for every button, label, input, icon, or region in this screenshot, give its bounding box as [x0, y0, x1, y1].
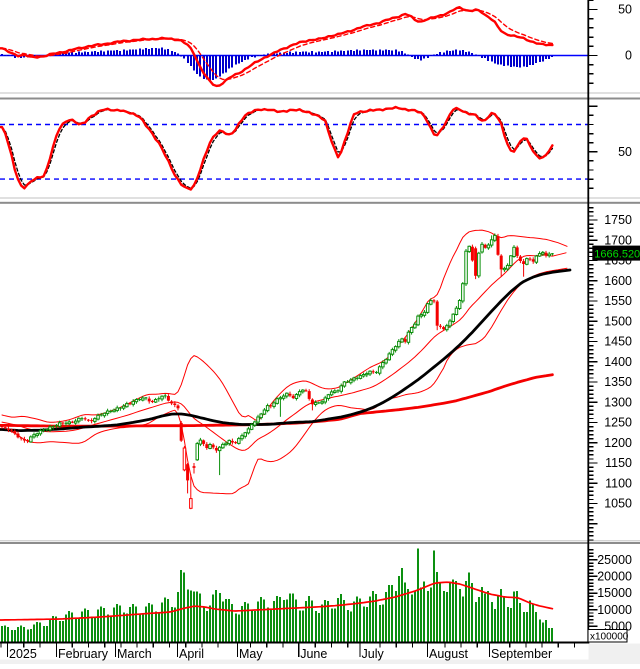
svg-text:April: April [179, 647, 204, 661]
svg-text:1450: 1450 [604, 335, 632, 349]
svg-text:20000: 20000 [597, 570, 632, 584]
svg-text:1500: 1500 [604, 314, 632, 328]
svg-text:10000: 10000 [597, 603, 632, 617]
svg-text:1250: 1250 [604, 416, 632, 430]
svg-text:1050: 1050 [604, 497, 632, 511]
svg-text:1700: 1700 [604, 233, 632, 247]
svg-text:1200: 1200 [604, 436, 632, 450]
svg-text:1100: 1100 [605, 476, 632, 490]
svg-text:August: August [429, 647, 468, 661]
svg-text:1350: 1350 [604, 375, 632, 389]
svg-text:25000: 25000 [597, 553, 632, 567]
svg-text:x100000: x100000 [590, 632, 629, 643]
svg-text:March: March [117, 647, 152, 661]
svg-text:1300: 1300 [604, 395, 632, 409]
svg-text:1600: 1600 [604, 274, 632, 288]
svg-text:1400: 1400 [604, 355, 632, 369]
svg-text:50: 50 [618, 3, 632, 17]
svg-text:2025: 2025 [9, 647, 37, 661]
svg-text:1750: 1750 [604, 213, 632, 227]
svg-text:September: September [491, 647, 552, 661]
svg-text:1666.520: 1666.520 [594, 248, 640, 260]
svg-text:July: July [362, 647, 385, 661]
svg-text:May: May [239, 647, 263, 661]
svg-text:1550: 1550 [604, 294, 632, 308]
svg-text:50: 50 [618, 145, 632, 159]
svg-text:1150: 1150 [605, 456, 632, 470]
svg-text:0: 0 [625, 49, 632, 63]
svg-text:June: June [300, 647, 327, 661]
svg-text:February: February [58, 647, 109, 661]
svg-text:15000: 15000 [597, 586, 632, 600]
